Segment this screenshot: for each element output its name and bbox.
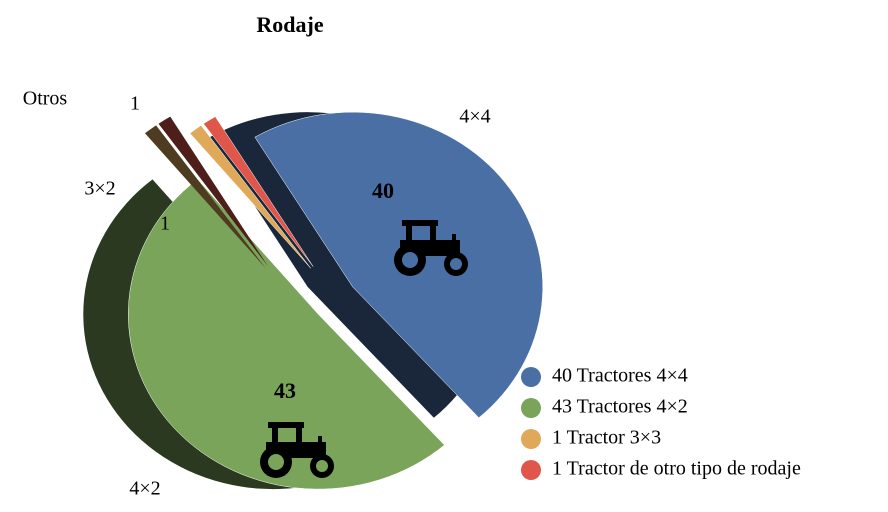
value-label: 40 <box>372 178 394 203</box>
legend-swatch <box>521 398 541 418</box>
tractor-icon <box>260 422 334 478</box>
legend-swatch <box>521 367 541 387</box>
tractor-icons <box>260 220 468 478</box>
slice-side <box>158 116 269 267</box>
slice-side <box>144 125 266 269</box>
category-label: 4×2 <box>129 478 160 500</box>
legend-swatch <box>521 460 541 480</box>
legend-label: 40 Tractores 4×4 <box>552 365 688 387</box>
slice <box>189 125 311 269</box>
legend-label: 1 Tractor 3×3 <box>552 427 661 449</box>
pie <box>83 111 543 490</box>
slice <box>128 179 445 490</box>
chart-title: Rodaje <box>256 12 323 37</box>
category-label: 3×2 <box>84 178 115 200</box>
slice <box>203 116 314 267</box>
legend-label: 43 Tractores 4×2 <box>552 396 688 418</box>
tractor-icon <box>394 220 468 276</box>
category-label: Otros <box>23 88 68 110</box>
value-label: 1 <box>130 93 140 115</box>
legend-swatch <box>521 429 541 449</box>
category-label: 4×4 <box>459 106 490 128</box>
value-label: 1 <box>160 213 170 235</box>
legend-label: 1 Tractor de otro tipo de rodaje <box>552 458 801 480</box>
value-label: 43 <box>274 378 296 403</box>
